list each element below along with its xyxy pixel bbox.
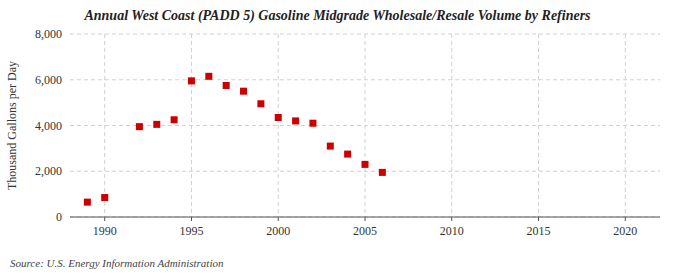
point [344, 151, 351, 158]
title: Annual West Coast (PADD 5) Gasoline Midg… [83, 8, 591, 24]
y-tick-label: 2,000 [35, 164, 62, 178]
y-tick-label: 4,000 [35, 119, 62, 133]
x-tick [451, 217, 452, 221]
point [362, 161, 369, 168]
grid [70, 34, 660, 217]
y-tick-label: 8,000 [35, 27, 62, 41]
x-grid-line [365, 34, 366, 217]
point [101, 194, 108, 201]
x-grid-line [191, 34, 192, 217]
point [327, 143, 334, 150]
x-tick [538, 217, 539, 221]
point [257, 100, 264, 107]
y-tick-label: 6,000 [35, 73, 62, 87]
point [379, 169, 386, 176]
x-tick-label: 2020 [613, 224, 637, 238]
point [240, 88, 247, 95]
x-grid-line [538, 34, 539, 217]
point [309, 120, 316, 127]
point [223, 82, 230, 89]
x-tick-label: 2005 [353, 224, 377, 238]
point [205, 73, 212, 80]
point [84, 199, 91, 206]
x-axis-line [70, 217, 660, 218]
x-tick [365, 217, 366, 221]
x-tick [278, 217, 279, 221]
y-axis-label: Thousand Gallons per Day [5, 61, 19, 190]
point [153, 121, 160, 128]
x-tick [104, 217, 105, 221]
point [292, 117, 299, 124]
x-tick-label: 2000 [266, 224, 290, 238]
point [171, 116, 178, 123]
x-tick-label: 2010 [440, 224, 464, 238]
y-tick-label: 0 [56, 210, 62, 224]
point [275, 114, 282, 121]
source-note: Source: U.S. Energy Information Administ… [10, 257, 224, 269]
x-tick-label: 1990 [93, 224, 117, 238]
x-grid-line [104, 34, 105, 217]
x-tick-label: 1995 [179, 224, 203, 238]
x-grid-line [278, 34, 279, 217]
x-tick-label: 2015 [527, 224, 551, 238]
x-tick [191, 217, 192, 221]
x-grid-line [451, 34, 452, 217]
x-grid-line [625, 34, 626, 217]
point [136, 123, 143, 130]
points [84, 73, 386, 206]
x-tick [625, 217, 626, 221]
y-grid-line [70, 217, 660, 218]
background [0, 0, 675, 275]
point [188, 77, 195, 84]
